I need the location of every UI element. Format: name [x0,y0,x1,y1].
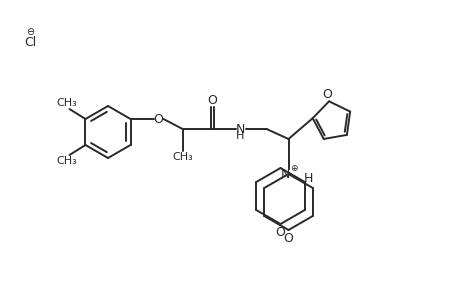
Text: O: O [153,112,163,125]
Text: N: N [235,122,245,136]
Text: N: N [280,167,290,181]
Text: CH₃: CH₃ [56,98,77,108]
Text: Cl: Cl [24,35,36,49]
Text: O: O [275,226,285,238]
Text: ⊖: ⊖ [26,27,34,37]
Text: CH₃: CH₃ [172,152,192,162]
Text: CH₃: CH₃ [56,156,77,166]
Text: O: O [321,88,331,101]
Text: O: O [207,94,217,106]
Text: ⊕: ⊕ [289,164,297,172]
Text: H: H [236,131,244,141]
Text: H: H [303,172,313,185]
Text: O: O [283,232,293,244]
